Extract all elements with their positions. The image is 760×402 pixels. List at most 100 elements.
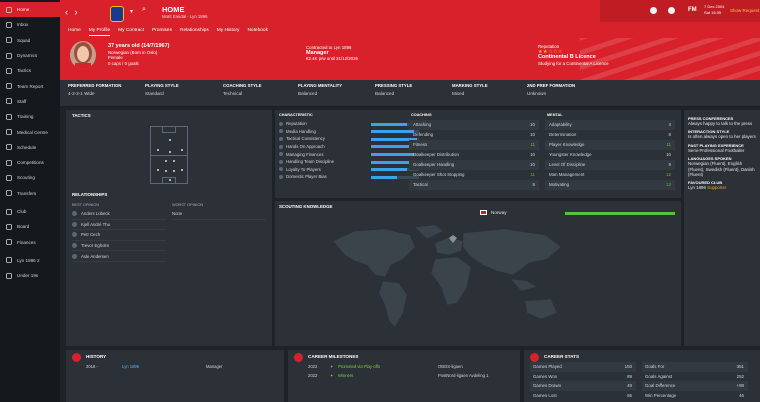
characteristic-row: Media Handling bbox=[279, 128, 429, 136]
sidebar-item[interactable]: Staff bbox=[0, 94, 60, 109]
relationships-title: RELATIONSHIPS bbox=[72, 192, 108, 197]
attribute-row: Goalkeeper Shot Stopping 11 bbox=[409, 170, 539, 180]
attributes-panel: CHARACTERISTIC Reputation Media Handling T… bbox=[275, 110, 681, 198]
sidebar-item[interactable]: Board bbox=[0, 219, 60, 234]
career-stats-title[interactable]: CAREER STATS bbox=[544, 354, 580, 359]
sidebar-item[interactable]: Competitions bbox=[0, 155, 60, 170]
style-info-label: PLAYING STYLE bbox=[145, 83, 179, 88]
attribute-label: Player Knowledge bbox=[549, 142, 585, 148]
relationship-row[interactable]: Trevor Egholm bbox=[72, 241, 166, 252]
milestone-competition[interactable]: OBOS-ligaen bbox=[438, 364, 463, 369]
formation-player-dot bbox=[157, 169, 160, 172]
world-icon[interactable] bbox=[650, 7, 657, 14]
sidebar-item[interactable]: Tactics bbox=[0, 63, 60, 78]
sidebar-item[interactable]: Home bbox=[0, 2, 60, 18]
relationship-row[interactable]: Petr Cech bbox=[72, 230, 166, 241]
relationship-row[interactable]: Anders Lübeck bbox=[72, 209, 166, 220]
style-info-label: PREFERRED FORMATION bbox=[68, 83, 122, 88]
sidebar-item[interactable]: Schedule bbox=[0, 140, 60, 155]
trophy-icon: ✦ bbox=[330, 364, 334, 369]
career-stat-label: Games Played bbox=[533, 364, 562, 370]
history-icon bbox=[72, 353, 81, 362]
under-19s-icon bbox=[6, 272, 12, 279]
person-icon bbox=[72, 243, 77, 249]
tab[interactable]: Notebook bbox=[247, 28, 268, 33]
chevron-down-icon[interactable]: ▾ bbox=[130, 9, 134, 15]
milestone-competition[interactable]: PostNord-ligaen Avdeling 1 bbox=[438, 373, 489, 378]
tab[interactable]: Relationships bbox=[179, 28, 209, 33]
profile-strip: 37 years old (14/7/1967) Norwegian (Born… bbox=[60, 38, 760, 80]
style-info-value: 4-2-3-1 Wide bbox=[68, 91, 95, 96]
characteristic-bar-fill bbox=[371, 137, 417, 141]
experience-label: PAST PLAYING EXPERIENCE bbox=[688, 142, 744, 148]
attribute-value: 8 bbox=[532, 182, 535, 188]
formation-pitch[interactable] bbox=[150, 126, 188, 184]
sidebar-item[interactable]: Lyn 1896 2 bbox=[0, 253, 60, 268]
career-stat-row: Goals Against 252 bbox=[642, 372, 748, 382]
caps: 0 caps / 0 goals bbox=[108, 60, 139, 66]
tab[interactable]: Home bbox=[68, 28, 81, 33]
attribute-row: Man Management 12 bbox=[545, 170, 675, 180]
header-right-panel: FM 7 Dec 2004 Sat 15:35 Show Request bbox=[600, 0, 760, 22]
history-title[interactable]: HISTORY bbox=[86, 354, 107, 359]
relationship-row[interactable]: Asle Andersen bbox=[72, 251, 166, 262]
relationship-name: Trevor Egholm bbox=[81, 243, 110, 249]
tab[interactable]: My History bbox=[216, 28, 240, 33]
milestone-text[interactable]: Winners bbox=[338, 373, 354, 378]
languages-label: LANGUAGES SPOKEN bbox=[688, 156, 732, 162]
sidebar-item[interactable]: Finances bbox=[0, 234, 60, 249]
characteristic-icon bbox=[279, 144, 283, 149]
favoured-club-name[interactable]: Lyn 1896 bbox=[688, 185, 706, 191]
help-icon[interactable] bbox=[668, 7, 675, 14]
contract-label: Contracted to Lyn 1896 bbox=[306, 45, 352, 50]
attribute-row: Level Of Discipline 9 bbox=[545, 160, 675, 170]
sidebar-item[interactable]: Club bbox=[0, 204, 60, 219]
manager-details: 37 years old (14/7/1967) Norwegian (Born… bbox=[108, 43, 169, 66]
sidebar-item-label: Team Report bbox=[17, 83, 44, 89]
style-info-label: PLAYING MENTALITY bbox=[298, 83, 343, 88]
characteristic-label: Tactical Consistency bbox=[286, 136, 325, 142]
sidebar-item-label: Finances bbox=[17, 239, 36, 245]
sidebar-item[interactable]: Medical Centre bbox=[0, 124, 60, 139]
relationship-name: Anders Lübeck bbox=[81, 211, 110, 217]
sidebar-item[interactable]: Squad bbox=[0, 33, 60, 48]
finances-icon bbox=[6, 239, 12, 245]
wage: €2.4K p/w until 31/12/2026 bbox=[306, 56, 358, 61]
home-icon bbox=[6, 6, 12, 13]
milestones-title[interactable]: CAREER MILESTONES bbox=[308, 354, 359, 359]
career-stat-value: 351 bbox=[736, 364, 744, 370]
licence: Continental B Licence bbox=[538, 54, 596, 60]
attribute-value: 10 bbox=[530, 122, 535, 128]
tab[interactable]: Promises bbox=[151, 28, 172, 33]
search-icon[interactable]: ⌕ bbox=[142, 6, 146, 13]
tactics-title: TACTICS bbox=[72, 113, 91, 118]
avatar bbox=[70, 41, 96, 69]
style-info-value: Balanced bbox=[298, 91, 318, 96]
milestone-text[interactable]: Promoted via Play-offs bbox=[338, 364, 381, 369]
sidebar-item[interactable]: Transfers bbox=[0, 186, 60, 201]
career-stat-label: Games Lost bbox=[533, 392, 557, 398]
world-map[interactable] bbox=[315, 221, 575, 336]
back-arrow-icon[interactable]: ‹ bbox=[65, 7, 70, 17]
continue-button[interactable]: Show Request bbox=[730, 8, 760, 13]
sidebar-item[interactable]: Dynamics bbox=[0, 48, 60, 63]
page-subtitle: Morit Ereidal - Lyn 1896 bbox=[162, 14, 208, 19]
history-club[interactable]: Lyn 1896 bbox=[122, 364, 140, 369]
fm-menu-button[interactable]: FM bbox=[688, 7, 697, 13]
sidebar-item[interactable]: Under 19s bbox=[0, 268, 60, 283]
characteristic-row: Handling Team Discipline bbox=[279, 158, 429, 166]
sidebar-item[interactable]: Inbox bbox=[0, 17, 60, 32]
tab[interactable]: My Profile bbox=[88, 28, 111, 36]
sidebar-item[interactable]: Team Report bbox=[0, 78, 60, 93]
relationship-row[interactable]: Kjell André Thu bbox=[72, 220, 166, 231]
sidebar-item-label: Transfers bbox=[17, 190, 37, 196]
gender: Female bbox=[108, 55, 123, 60]
forward-arrow-icon[interactable]: › bbox=[74, 7, 80, 17]
relationship-row[interactable]: None bbox=[172, 209, 266, 220]
milestone-year: 2022 bbox=[308, 373, 318, 378]
tab[interactable]: My Contract bbox=[118, 28, 144, 33]
sidebar-item[interactable]: Training bbox=[0, 109, 60, 124]
sidebar-item[interactable]: Scouting bbox=[0, 170, 60, 185]
attribute-row: Tactical 8 bbox=[409, 180, 539, 190]
career-stat-label: Goals For bbox=[645, 364, 665, 370]
